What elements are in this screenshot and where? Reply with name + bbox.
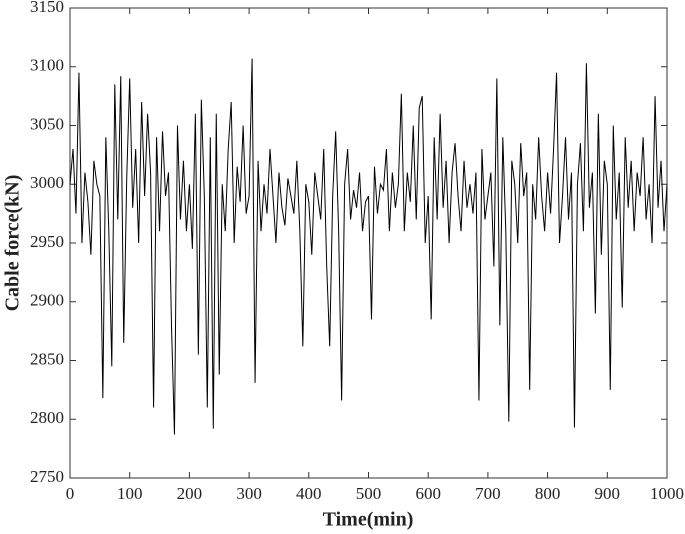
y-tick-label: 3050 bbox=[30, 114, 64, 133]
x-tick-label: 900 bbox=[595, 484, 621, 503]
x-tick-label: 1000 bbox=[650, 484, 684, 503]
x-tick-label: 200 bbox=[177, 484, 203, 503]
x-tick-label: 500 bbox=[356, 484, 382, 503]
plot-frame bbox=[69, 7, 668, 479]
y-tick-label: 2900 bbox=[30, 291, 64, 310]
y-tick-label: 2800 bbox=[30, 408, 64, 427]
y-axis-label: Cable force(kN) bbox=[2, 175, 24, 312]
y-tick-label: 2750 bbox=[30, 467, 64, 486]
y-tick-label: 3150 bbox=[30, 0, 64, 16]
y-tick-label: 2950 bbox=[30, 232, 64, 251]
x-tick-label: 100 bbox=[117, 484, 143, 503]
y-tick-label: 3100 bbox=[30, 56, 64, 75]
x-tick-label: 700 bbox=[475, 484, 501, 503]
data-line bbox=[69, 58, 668, 435]
x-tick-label: 300 bbox=[236, 484, 262, 503]
x-tick-label: 400 bbox=[296, 484, 322, 503]
y-tick-label: 2850 bbox=[30, 349, 64, 368]
x-axis-label: Time(min) bbox=[323, 509, 414, 531]
x-tick-label: 0 bbox=[66, 484, 75, 503]
y-tick-label: 3000 bbox=[30, 173, 64, 192]
x-tick-label: 600 bbox=[415, 484, 441, 503]
x-tick-label: 800 bbox=[535, 484, 561, 503]
